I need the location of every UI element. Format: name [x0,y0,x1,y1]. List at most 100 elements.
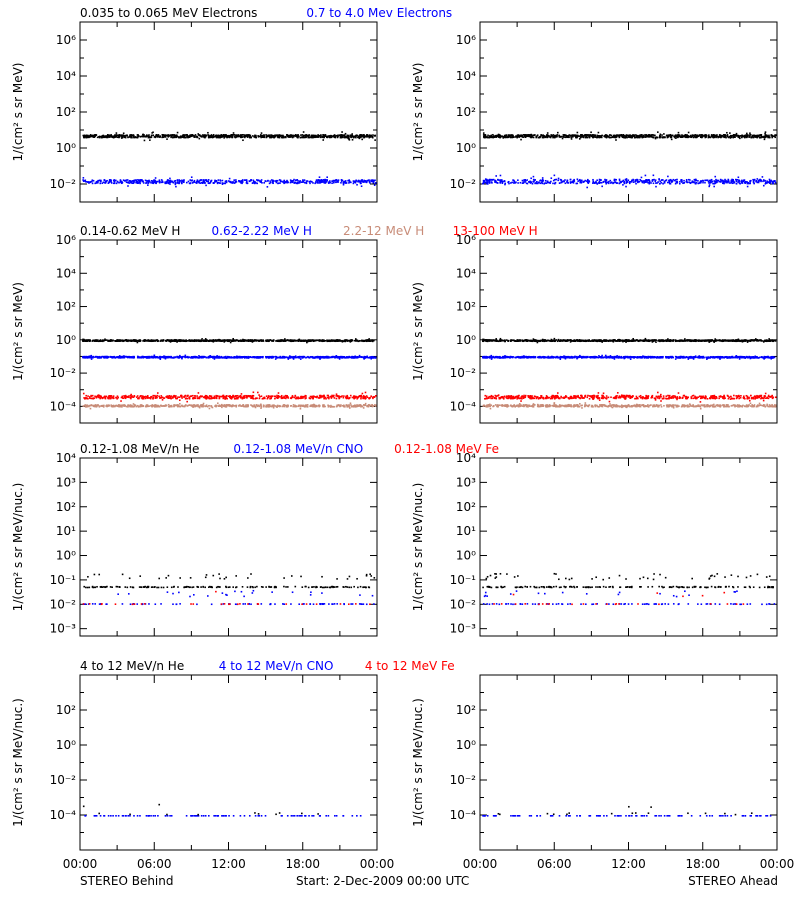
data-point [216,182,219,185]
data-point [326,136,329,139]
data-point [313,135,315,137]
data-point [235,181,238,183]
data-point [255,357,258,359]
data-point [576,131,579,134]
data-point [194,405,197,408]
data-point [655,182,657,184]
data-point [618,178,621,181]
data-point [770,179,772,182]
data-point [555,178,558,181]
data-point [145,182,147,185]
data-point [499,174,502,177]
data-point [761,176,764,178]
data-point [596,179,598,182]
data-point [730,180,732,182]
data-point [250,356,253,359]
data-point [313,339,315,342]
data-point [343,134,345,136]
data-point [652,136,654,138]
y-axis-label: 1/(cm² s sr MeV) [11,282,25,381]
data-point [198,134,200,136]
data-point [352,356,355,359]
data-point [593,181,595,184]
data-point [170,180,172,183]
data-point [294,356,296,359]
data-point [194,340,197,342]
data-point [750,179,752,182]
data-point [630,136,633,138]
data-point [579,136,582,139]
data-point [626,180,628,183]
data-point [221,183,224,185]
data-point [338,356,340,358]
data-point [187,404,190,407]
data-point [350,136,353,139]
data-point [205,134,208,137]
data-point [352,180,355,182]
data-point [746,132,748,135]
data-point [168,356,170,358]
data-point [372,181,375,184]
data-point [532,175,535,178]
data-point [717,136,719,139]
data-point [228,180,230,182]
data-point [766,182,768,184]
data-point [560,181,563,184]
data-point [491,179,494,181]
data-point [128,356,131,358]
data-point [650,135,653,138]
data-point [108,356,110,358]
data-point [348,182,350,184]
data-point [182,355,185,358]
data-point [607,181,609,184]
data-point [114,357,116,359]
data-point [297,181,299,184]
data-point [765,134,768,137]
data-point [225,339,227,342]
data-point [130,181,132,184]
data-point [112,179,115,182]
data-point [186,134,188,136]
data-point [278,179,281,181]
data-point [764,132,766,135]
data-point [149,339,152,342]
data-point [126,356,128,358]
data-point [737,136,740,138]
y-tick-label: 10⁰ [56,333,76,347]
data-point [242,134,244,136]
data-point [136,180,139,183]
data-point [95,339,98,342]
data-point [372,357,374,359]
data-point [332,179,335,182]
data-point [343,181,345,184]
data-point [87,182,90,184]
data-point [368,134,371,136]
data-point [192,181,195,183]
data-point [176,179,179,181]
data-point [590,134,593,137]
data-point [508,135,511,138]
data-point [125,181,128,184]
data-point [256,339,259,342]
data-point [225,135,228,138]
data-point [724,178,726,181]
data-point [270,179,273,181]
data-point [604,180,607,182]
data-point [361,340,364,342]
data-point [86,136,89,139]
data-point [766,180,768,182]
data-point [585,180,588,182]
data-point [318,340,321,342]
data-point [516,136,518,139]
data-point [656,182,658,184]
data-point [348,135,350,138]
data-point [292,339,294,342]
data-point [599,136,602,139]
data-point [215,339,217,341]
data-point [290,136,293,138]
data-point [645,134,648,137]
data-point [714,135,716,137]
data-point [340,134,343,136]
data-point [762,184,765,187]
